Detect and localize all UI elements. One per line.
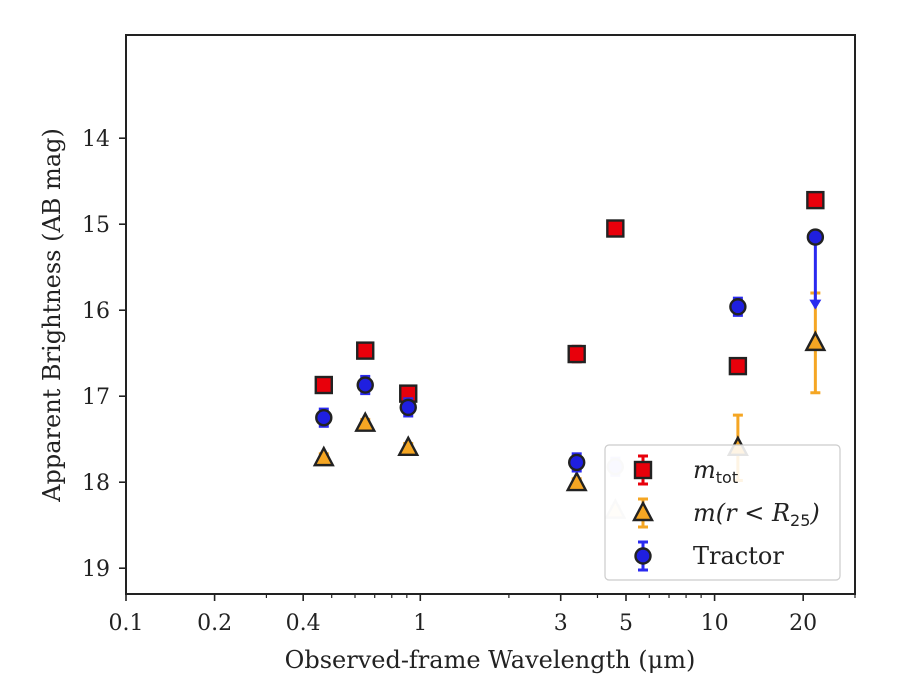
- tractor-circle-marker: [634, 547, 652, 565]
- mtot-square-marker: [356, 341, 375, 360]
- tractor-circle-marker: [315, 409, 333, 427]
- data-point: [567, 344, 586, 364]
- mtot-square-marker: [314, 375, 333, 395]
- legend-label: m(r < R25): [693, 499, 820, 530]
- y-tick-label: 14: [82, 127, 110, 152]
- legend-label: mtot: [693, 456, 738, 487]
- legend-entry: Tractor: [634, 540, 784, 572]
- x-tick-label: 0.2: [197, 611, 232, 636]
- data-point: [312, 445, 335, 467]
- tractor-circle-marker: [399, 398, 417, 417]
- x-tick-label: 3: [554, 611, 568, 636]
- data-point: [399, 397, 417, 418]
- x-tick-label: 5: [619, 611, 633, 636]
- legend-entry: m(r < R25): [632, 497, 820, 530]
- data-point: [568, 452, 586, 473]
- r25-triangle-marker: [354, 411, 377, 432]
- y-tick-label: 19: [82, 557, 110, 582]
- y-axis-label: Apparent Brightness (AB mag): [38, 128, 66, 503]
- legend-entry: mtot: [633, 454, 738, 487]
- limit-arrow: [809, 299, 822, 310]
- data-point: [315, 407, 333, 428]
- data-point: [728, 356, 748, 376]
- r25-triangle-marker: [565, 470, 588, 492]
- axis-ticks: 0.1 0.2 0.4 1 3 5 10 20 14 15 16 17 18 19: [82, 127, 856, 636]
- y-tick-label: 15: [82, 213, 110, 238]
- x-tick-label: 0.1: [109, 611, 144, 636]
- data-point: [314, 375, 333, 395]
- x-tick-label: 1: [413, 611, 427, 636]
- r25-triangle-marker: [312, 445, 335, 467]
- tractor-circle-marker: [356, 376, 374, 394]
- mtot-square-marker: [606, 219, 625, 238]
- legend-label: Tractor: [693, 542, 784, 570]
- data-point: [806, 190, 825, 210]
- r25-triangle-marker: [804, 330, 827, 352]
- r25-triangle-marker: [632, 500, 654, 522]
- data-point: [606, 219, 625, 238]
- x-tick-label: 20: [789, 611, 817, 636]
- legend-box: [604, 444, 841, 581]
- data-point: [729, 296, 747, 317]
- y-tick-label: 18: [82, 471, 110, 496]
- legend: mtot m(r < R25) Tractor: [604, 444, 841, 581]
- mtot-square-marker: [728, 356, 748, 376]
- data-point: [806, 228, 825, 310]
- x-tick-label: 10: [701, 611, 729, 636]
- x-axis-label: Observed-frame Wavelength (μm): [285, 646, 696, 674]
- data-point: [397, 435, 420, 456]
- plot-frame: [125, 34, 856, 595]
- data-point: [356, 341, 375, 360]
- y-tick-label: 16: [82, 299, 110, 324]
- data-point: [354, 411, 377, 432]
- mtot-square-marker: [806, 190, 825, 210]
- tractor-circle-marker: [729, 298, 747, 316]
- r25-triangle-marker: [397, 435, 420, 456]
- tractor-circle-marker: [806, 228, 825, 246]
- y-tick-label: 17: [82, 385, 110, 410]
- data-point: [356, 374, 374, 396]
- mtot-square-marker: [567, 344, 586, 364]
- x-tick-label: 0.4: [286, 611, 321, 636]
- data-point: [565, 470, 588, 492]
- mtot-square-marker: [633, 460, 653, 480]
- series-0: [314, 190, 825, 403]
- tractor-circle-marker: [568, 453, 586, 472]
